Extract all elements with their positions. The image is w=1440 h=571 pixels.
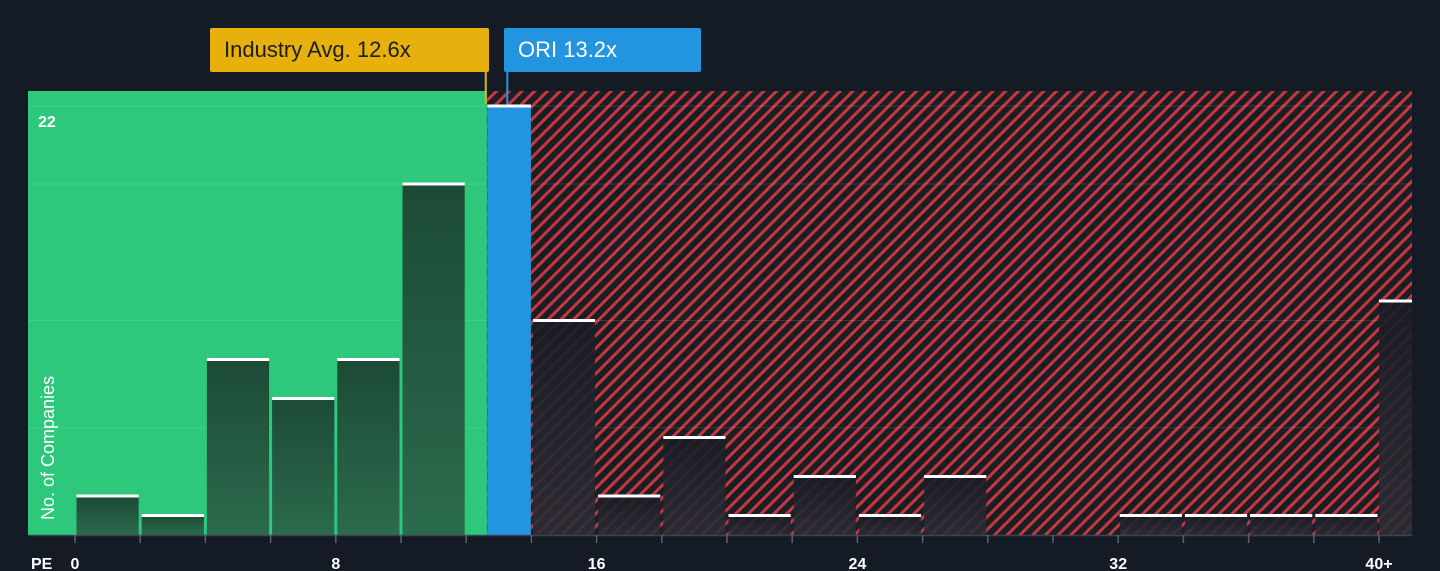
histogram-bar [1250,515,1313,535]
histogram-bar [728,515,791,535]
bar-top-marker [1119,514,1182,517]
y-max-label: 22 [38,114,56,131]
bar-top-marker [598,494,661,498]
histogram-bar [924,476,987,535]
x-axis-name: PE [31,556,53,571]
histogram-bar [337,359,400,535]
bar-top-marker [272,397,335,400]
x-tick-label: 24 [849,556,867,571]
company-bar [487,106,531,535]
x-tick-label: 8 [331,556,340,571]
y-axis-label: No. of Companies [38,376,58,520]
bar-top-marker [1315,514,1378,517]
bar-top-marker [728,514,791,517]
overvalued-zone [486,91,1413,535]
bar-top-marker [663,436,726,439]
bar-top-marker [1184,514,1248,517]
x-tick-label: 16 [588,556,606,571]
bar-top-marker [858,514,922,517]
bar-top-marker [1250,514,1313,517]
histogram-bar [663,437,726,535]
company-pe-callout: ORI 13.2x [504,28,701,72]
histogram-bars [76,104,1412,535]
histogram-bar [402,184,465,535]
x-axis: 0 8 16 24 32 40+ [28,534,1412,571]
bar-top-marker [141,514,204,517]
x-tick-label: 0 [71,556,80,571]
bar-top-marker [206,358,270,361]
bar-top-marker [1379,299,1412,303]
histogram-bar [141,515,204,535]
bar-top-marker [793,475,856,478]
histogram-bar [1315,515,1378,535]
x-tick-label: 40+ [1365,556,1392,571]
x-tick-label: 32 [1109,556,1127,571]
histogram-bar [793,476,856,535]
histogram-bar [1379,301,1412,535]
histogram-bar [858,515,922,535]
histogram-bar [206,359,270,535]
industry-avg-callout: Industry Avg. 12.6x [210,28,489,72]
histogram-bar [272,398,335,535]
bar-top-marker [487,104,531,108]
histogram-bar [532,320,596,535]
bar-top-marker [76,494,139,498]
bar-top-marker [402,182,465,186]
histogram-bar [598,496,661,535]
histogram-bar [1119,515,1182,535]
bar-top-marker [924,475,987,478]
histogram-bar [76,496,139,535]
bar-top-marker [337,358,400,361]
histogram-bar [1184,515,1248,535]
bar-top-marker [532,319,596,322]
